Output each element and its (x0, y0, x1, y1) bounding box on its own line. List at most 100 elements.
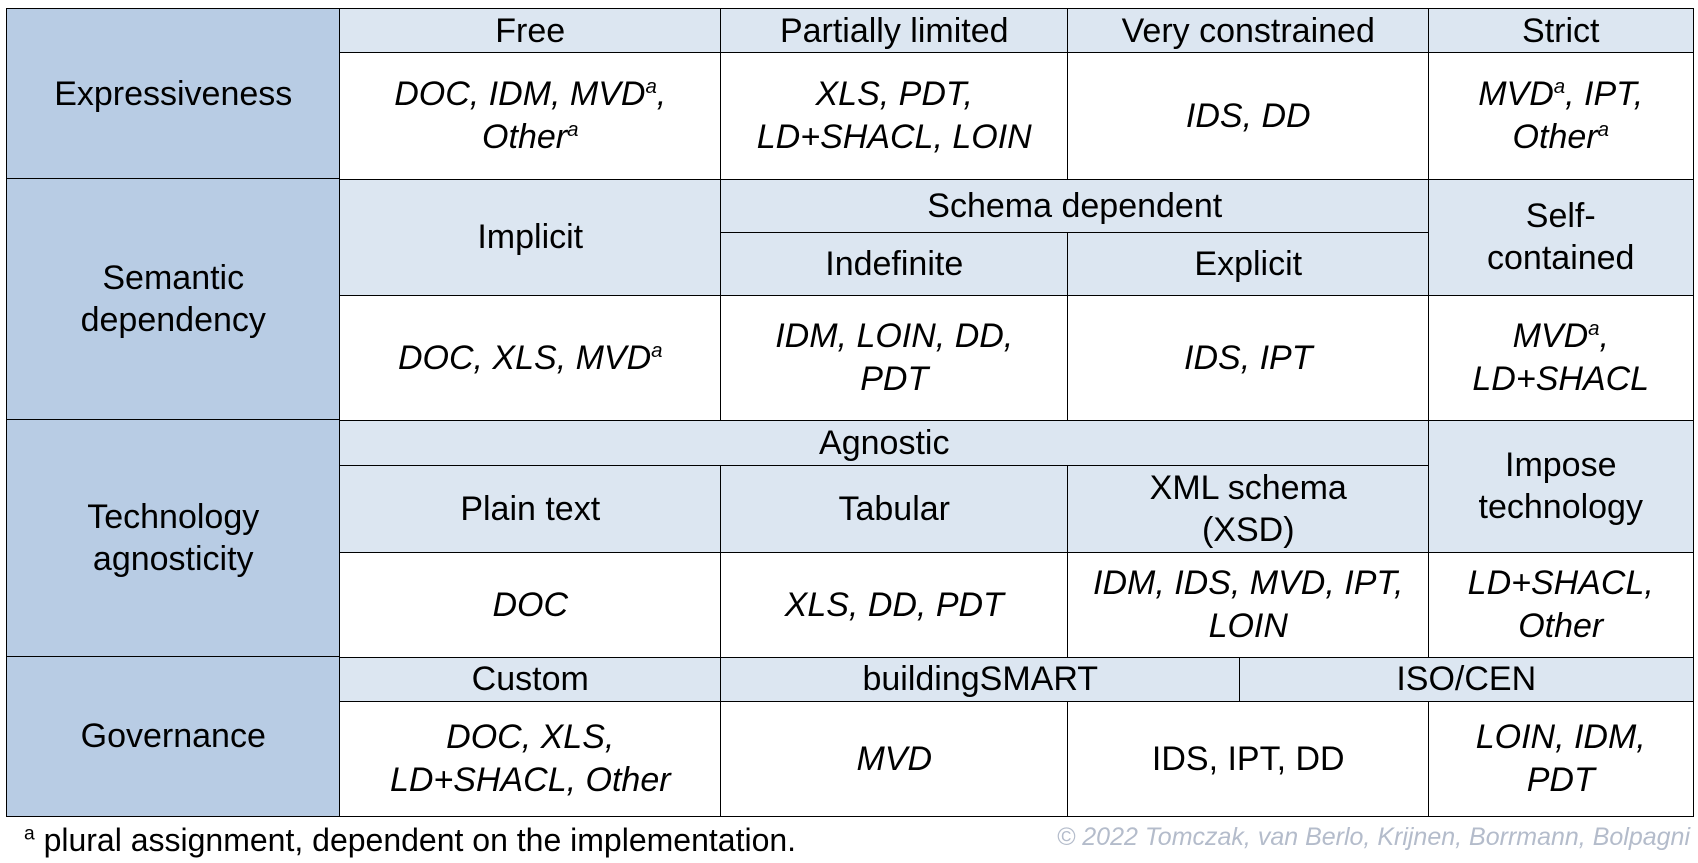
header-cell-text: Schema dependent (927, 186, 1223, 225)
value-text: DOC, XLS, LD+SHACL, Other (358, 716, 703, 801)
header-cell: Agnostic (339, 419, 1430, 467)
value-cell: MVD (720, 701, 1069, 817)
value-text: IDM, IDS, MVD, IPT, LOIN (1086, 562, 1411, 647)
superscript: a (567, 118, 579, 141)
header-cell: Strict (1428, 8, 1694, 54)
row-label: Technology agnosticity (6, 419, 341, 658)
value-text: DOC (492, 584, 568, 627)
footnote-marker: a (24, 823, 35, 845)
value-cell: MVDa, LD+SHACL (1428, 295, 1694, 421)
header-cell-text: Very constrained (1121, 11, 1375, 50)
value-part: DOC, IDM, MVD (394, 75, 646, 114)
value-text: DOC, XLS, MVDa (398, 337, 663, 380)
header-cell: Self-contained (1428, 178, 1694, 297)
value-text: IDS, DD (1186, 95, 1311, 138)
header-cell-text: Free (495, 11, 566, 50)
header-cell-text: ISO/CEN (1396, 660, 1537, 698)
value-text: DOC, IDM, MVDa, Othera (358, 73, 703, 158)
value-cell: DOC, XLS, MVDa (339, 295, 722, 421)
header-cell: Implicit (339, 178, 722, 297)
value-part: MVD (856, 739, 933, 778)
header-cell-text: Explicit (1194, 245, 1303, 283)
header-cell-text: Tabular (838, 490, 950, 528)
superscript: a (1553, 76, 1566, 99)
value-cell: LOIN, IDM, PDT (1428, 701, 1694, 817)
header-cell: Very constrained (1067, 8, 1430, 54)
row-label: Expressiveness (6, 8, 341, 180)
value-part: XLS, DD, PDT (784, 585, 1004, 624)
value-part: , IPT, Other (1512, 75, 1644, 156)
value-text: XLS, PDT, LD+SHACL, LOIN (739, 73, 1050, 158)
value-text: IDS, IPT (1184, 337, 1312, 380)
copyright: © 2022 Tomczak, van Berlo, Krijnen, Borr… (1056, 823, 1690, 851)
value-part: , Other (482, 75, 667, 156)
value-cell: DOC, IDM, MVDa, Othera (339, 52, 722, 180)
value-text: XLS, DD, PDT (785, 584, 1004, 627)
value-part: DOC, XLS, MVD (397, 338, 652, 377)
header-cell: ISO/CEN (1239, 656, 1694, 703)
header-cell-text: Self-contained (1487, 196, 1635, 278)
header-cell: Free (339, 8, 722, 54)
header-cell: buildingSMART (720, 656, 1241, 703)
row-label-text: Expressiveness (54, 74, 293, 113)
header-cell-text: Impose technology (1478, 445, 1643, 527)
row-label-text: Semantic dependency (80, 258, 266, 340)
value-text: LD+SHACL, Other (1447, 562, 1675, 647)
header-cell: Indefinite (720, 232, 1069, 297)
value-part: LOIN, IDM, PDT (1475, 718, 1646, 799)
value-text: LOIN, IDM, PDT (1447, 716, 1675, 801)
header-cell: XML schema (XSD) (1067, 465, 1430, 554)
header-cell-text: Plain text (460, 490, 601, 528)
value-text: MVDa, LD+SHACL (1447, 315, 1675, 400)
value-cell: IDM, LOIN, DD, PDT (720, 295, 1069, 421)
value-cell: IDS, DD (1067, 52, 1430, 180)
header-cell-text: Agnostic (819, 423, 950, 462)
header-cell-text: XML schema (XSD) (1149, 468, 1347, 550)
footnote-text: plural assignment, dependent on the impl… (43, 822, 797, 858)
value-cell: IDS, IPT (1067, 295, 1430, 421)
header-cell-text: Strict (1522, 11, 1600, 50)
row-label: Semantic dependency (6, 178, 341, 421)
value-cell: IDM, IDS, MVD, IPT, LOIN (1067, 552, 1430, 658)
footnote: a plural assignment, dependent on the im… (24, 822, 796, 859)
row-label: Governance (6, 656, 341, 817)
superscript: a (645, 76, 657, 99)
header-cell-text: Custom (471, 660, 589, 698)
value-text: MVDa, IPT, Othera (1447, 73, 1675, 158)
header-cell: Partially limited (720, 8, 1069, 54)
header-cell: Impose technology (1428, 419, 1694, 554)
superscript: a (651, 339, 663, 362)
header-cell: Explicit (1067, 232, 1430, 297)
header-cell-text: Partially limited (779, 11, 1009, 50)
value-part: MVD (1478, 75, 1554, 114)
value-part: MVD (1512, 317, 1589, 356)
value-cell: IDS, IPT, DD (1067, 701, 1430, 817)
header-cell: Tabular (720, 465, 1069, 554)
superscript: a (1588, 318, 1600, 341)
value-cell: LD+SHACL, Other (1428, 552, 1694, 658)
value-text: IDM, LOIN, DD, PDT (739, 315, 1050, 400)
header-cell: Custom (339, 656, 722, 703)
value-cell: MVDa, IPT, Othera (1428, 52, 1694, 180)
value-cell: DOC (339, 552, 722, 658)
row-label-text: Governance (80, 717, 266, 755)
header-cell: Schema dependent (720, 178, 1430, 234)
value-part: IDM, IDS, MVD, IPT, LOIN (1093, 564, 1404, 645)
value-cell: XLS, PDT, LD+SHACL, LOIN (720, 52, 1069, 180)
header-cell-text: Implicit (477, 218, 584, 256)
row-label-text: Technology agnosticity (87, 497, 260, 579)
header-cell-text: buildingSMART (862, 660, 1099, 698)
value-part: XLS, PDT, LD+SHACL, LOIN (756, 75, 1032, 156)
value-part: DOC (492, 585, 569, 624)
value-text: IDS, IPT, DD (1152, 738, 1345, 781)
value-cell: DOC, XLS, LD+SHACL, Other (339, 701, 722, 817)
value-part: IDM, LOIN, DD, PDT (775, 317, 1014, 398)
value-cell: XLS, DD, PDT (720, 552, 1069, 658)
superscript: a (1597, 118, 1609, 141)
value-part: DOC, XLS, LD+SHACL, Other (389, 718, 671, 799)
value-part: LD+SHACL, Other (1467, 564, 1654, 645)
value-part: IDS, IPT, DD (1151, 739, 1345, 778)
value-part: IDS, DD (1185, 96, 1311, 135)
header-cell-text: Indefinite (825, 245, 964, 283)
